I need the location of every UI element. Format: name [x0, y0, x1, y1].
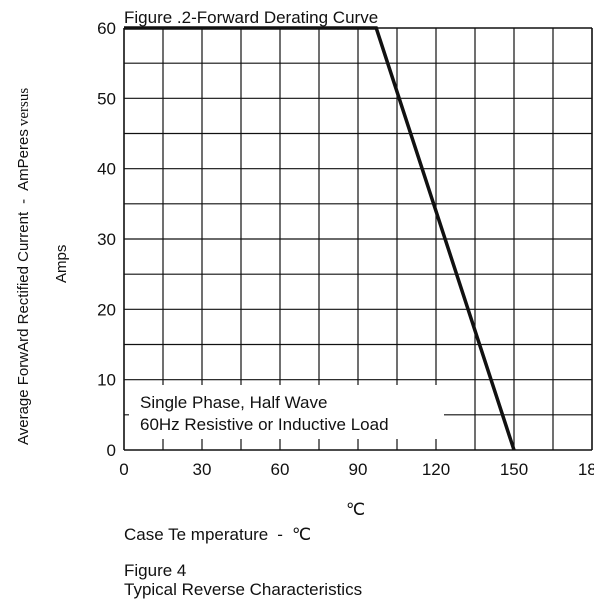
y-tick-label: 10 [97, 371, 116, 390]
y-tick-label: 30 [97, 230, 116, 249]
x-axis-label-sep: - [277, 525, 283, 544]
series-layer [124, 26, 516, 451]
y-tick-label: 0 [107, 441, 116, 460]
x-tick-label: 0 [119, 460, 128, 479]
y-tick-label: 20 [97, 300, 116, 319]
y-axis-label-main: Average ForwArd Rectified Current [15, 211, 32, 445]
derating-curve-line [124, 26, 516, 451]
y-tick-label: 40 [97, 160, 116, 179]
y-tick-label: 60 [97, 19, 116, 38]
caption-figure: Figure 4 [124, 561, 187, 580]
x-tick-label: 120 [422, 460, 450, 479]
annotation-line-2: 60Hz Resistive or Inductive Load [140, 415, 389, 434]
x-axis-label-unit: ℃ [291, 525, 312, 544]
chart-title: Figure .2-Forward Derating Curve [124, 8, 378, 27]
x-axis-label-text: Case Te mperature [124, 525, 269, 544]
x-tick-label: 60 [271, 460, 290, 479]
x-axis-label: Case Te mperature - ℃ [124, 525, 311, 544]
annotation-line-1: Single Phase, Half Wave [140, 393, 327, 412]
y-tick-label: 50 [97, 89, 116, 108]
tick-labels: 0 30 60 90 120 150 180 0 10 20 30 40 50 60 [97, 19, 594, 479]
y-axis-label-sep: - [15, 199, 32, 204]
x-tick-label: 30 [193, 460, 212, 479]
x-unit-mark: ℃ [346, 500, 365, 519]
y-axis-label: Average ForwArd Rectified Current - AmPere… [15, 88, 32, 445]
y-axis-label-versus: versus [16, 88, 32, 126]
x-tick-label: 180 [578, 460, 594, 479]
x-tick-label: 150 [500, 460, 528, 479]
annotation-box [129, 385, 444, 439]
y-axis-label-amperes: AmPeres [15, 129, 32, 191]
y-axis-label-amps: Amps [53, 245, 70, 283]
x-tick-label: 90 [349, 460, 368, 479]
caption-subtitle: Typical Reverse Characteristics [124, 580, 363, 599]
